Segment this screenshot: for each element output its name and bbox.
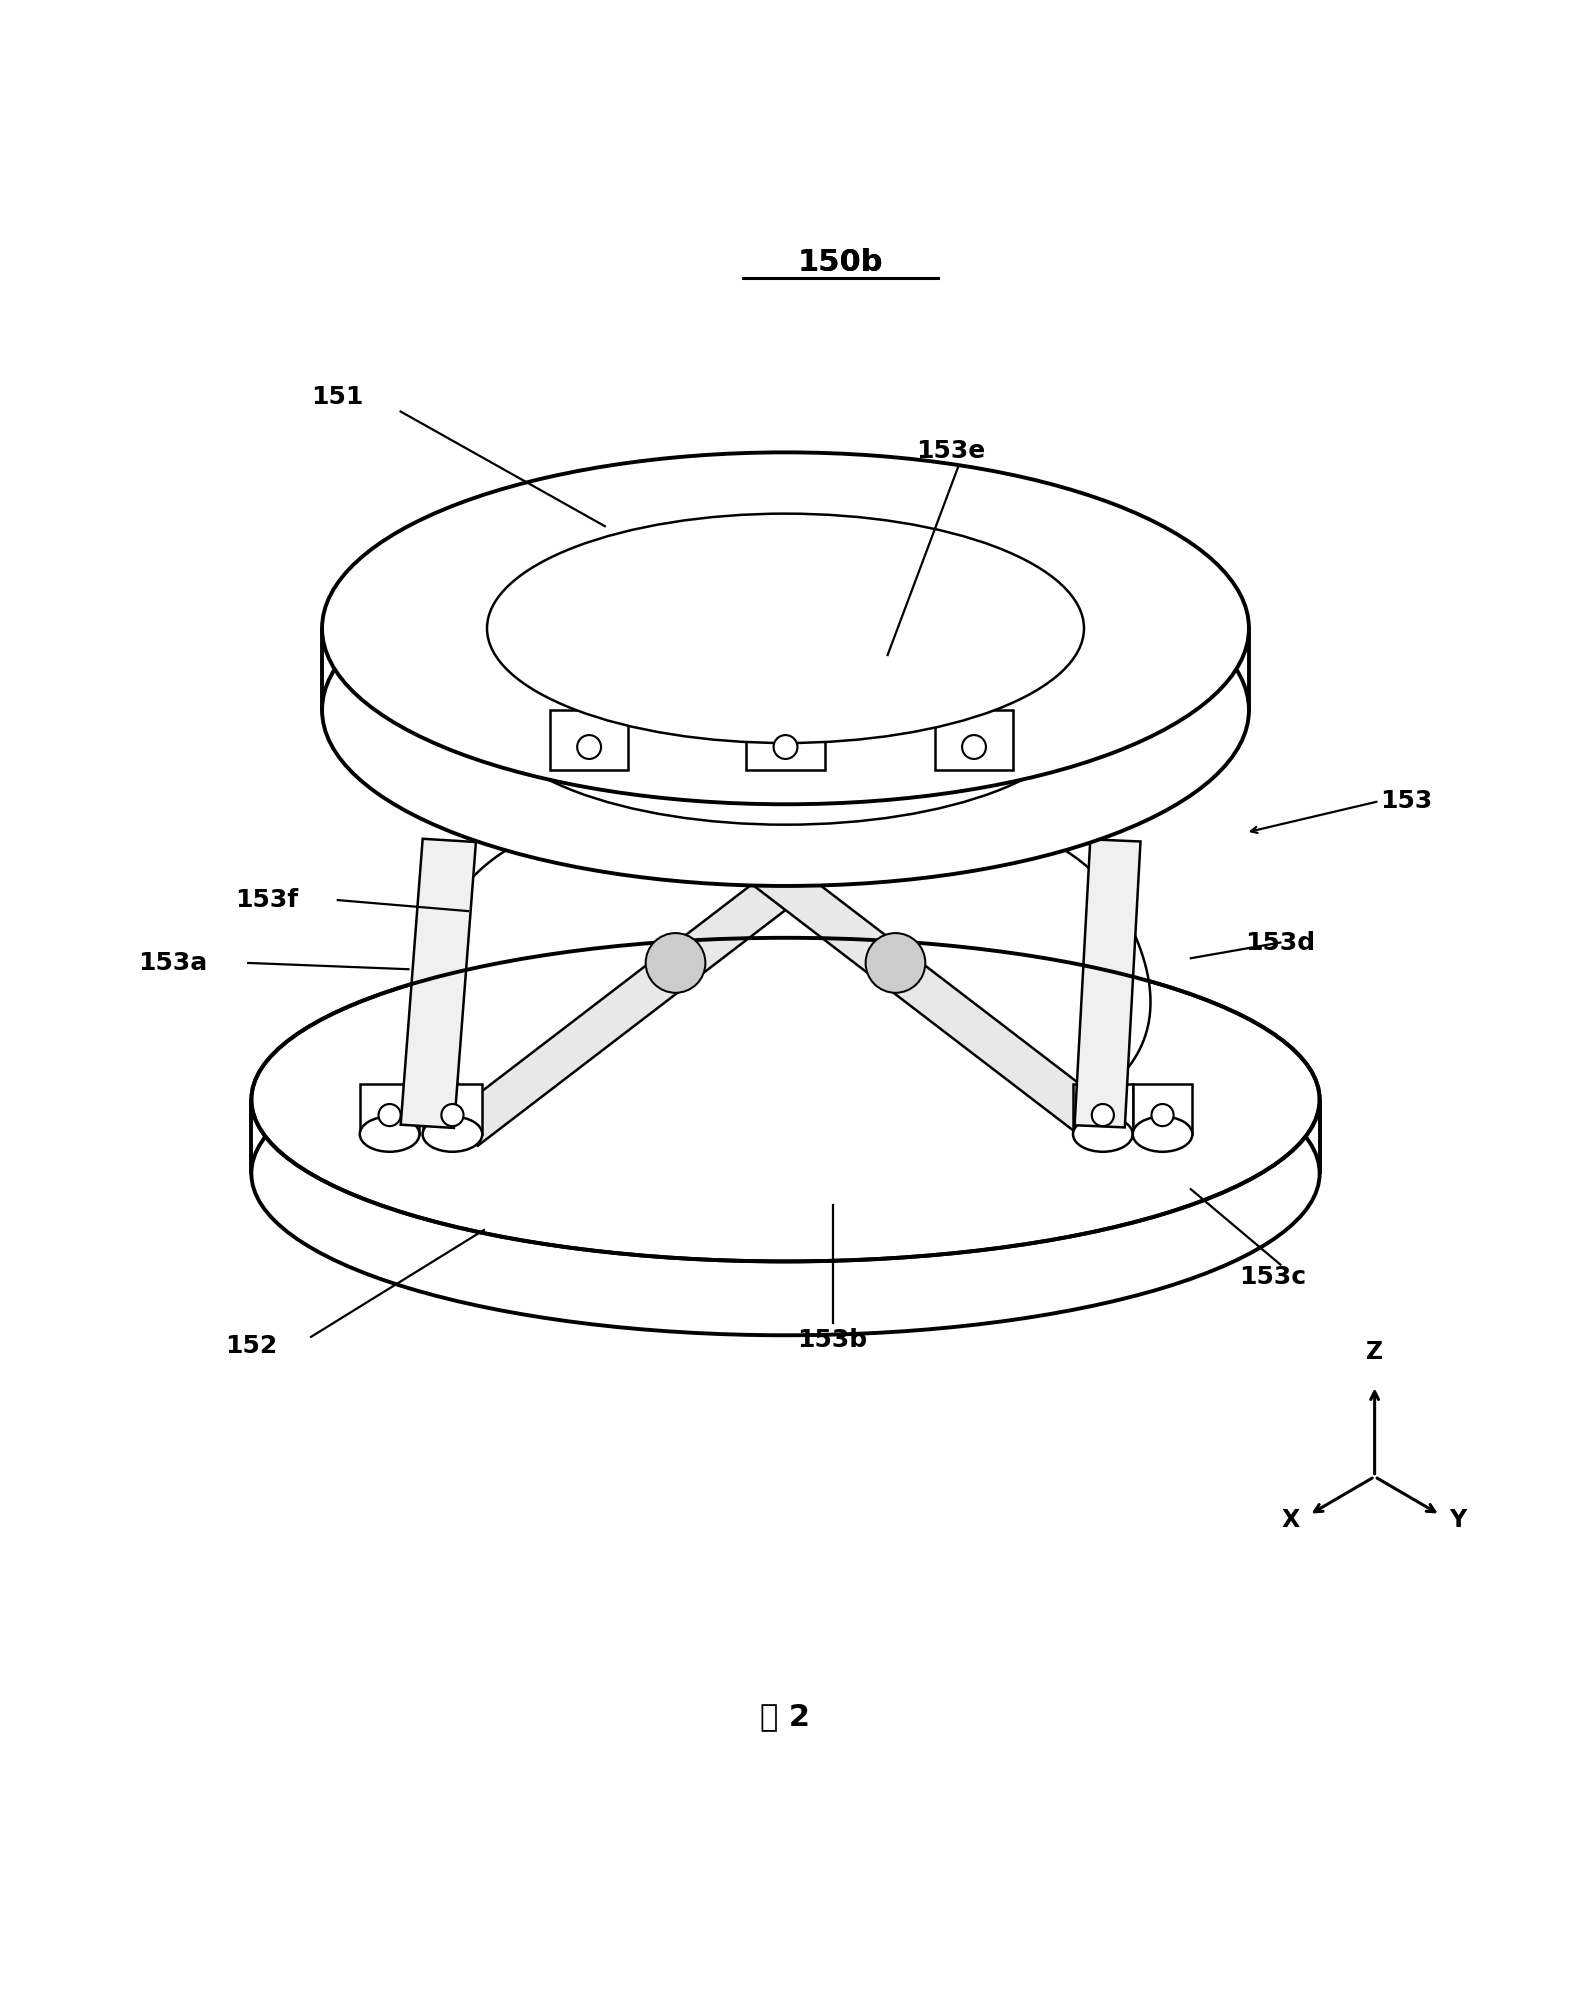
Circle shape bbox=[577, 734, 602, 758]
Text: 152: 152 bbox=[225, 1335, 278, 1359]
Text: Y: Y bbox=[1450, 1508, 1467, 1532]
Circle shape bbox=[773, 734, 798, 758]
Ellipse shape bbox=[423, 1117, 482, 1151]
Text: 图 2: 图 2 bbox=[760, 1702, 811, 1732]
Ellipse shape bbox=[360, 1117, 419, 1151]
Text: X: X bbox=[1282, 1508, 1299, 1532]
Ellipse shape bbox=[251, 1011, 1320, 1335]
Polygon shape bbox=[1073, 1083, 1133, 1135]
Text: 153f: 153f bbox=[236, 888, 298, 912]
Polygon shape bbox=[550, 710, 628, 770]
Polygon shape bbox=[674, 704, 903, 784]
Ellipse shape bbox=[251, 938, 1320, 1261]
Circle shape bbox=[379, 1103, 401, 1125]
Polygon shape bbox=[401, 838, 476, 1127]
Circle shape bbox=[961, 734, 987, 758]
Ellipse shape bbox=[1133, 1117, 1192, 1151]
Circle shape bbox=[441, 1103, 463, 1125]
Text: 153a: 153a bbox=[138, 952, 207, 976]
Circle shape bbox=[1092, 1103, 1114, 1125]
Ellipse shape bbox=[322, 535, 1249, 886]
Circle shape bbox=[764, 724, 814, 774]
Circle shape bbox=[866, 934, 925, 994]
Text: 153: 153 bbox=[1379, 790, 1433, 814]
Polygon shape bbox=[935, 710, 1013, 770]
Text: 153c: 153c bbox=[1240, 1265, 1306, 1289]
Text: 153e: 153e bbox=[916, 439, 985, 463]
Text: Z: Z bbox=[1367, 1339, 1382, 1363]
Polygon shape bbox=[677, 798, 1122, 1145]
Ellipse shape bbox=[1073, 1117, 1133, 1151]
Polygon shape bbox=[1075, 840, 1141, 1127]
Polygon shape bbox=[746, 710, 825, 770]
Circle shape bbox=[646, 934, 705, 994]
Text: 150b: 150b bbox=[798, 247, 883, 277]
Text: 151: 151 bbox=[311, 385, 364, 409]
Polygon shape bbox=[360, 1083, 419, 1135]
Text: 150b: 150b bbox=[798, 247, 883, 277]
Polygon shape bbox=[1133, 1083, 1192, 1135]
Text: 153b: 153b bbox=[798, 1329, 867, 1353]
Polygon shape bbox=[421, 816, 1150, 1099]
Text: 153d: 153d bbox=[1246, 930, 1315, 954]
Polygon shape bbox=[449, 798, 894, 1145]
Polygon shape bbox=[423, 1083, 482, 1135]
Ellipse shape bbox=[487, 595, 1084, 824]
Circle shape bbox=[1152, 1103, 1174, 1125]
Ellipse shape bbox=[487, 513, 1084, 742]
Ellipse shape bbox=[322, 453, 1249, 804]
